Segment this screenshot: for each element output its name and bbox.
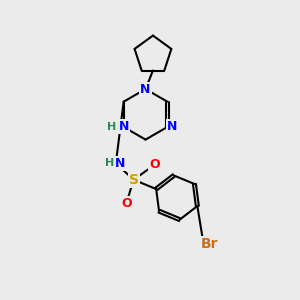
Text: N: N	[140, 82, 151, 96]
Text: H: H	[105, 158, 114, 168]
Text: O: O	[149, 158, 160, 171]
Text: N: N	[167, 121, 177, 134]
Text: N: N	[118, 121, 129, 134]
Text: H: H	[106, 122, 116, 132]
Text: O: O	[121, 197, 131, 210]
Text: Br: Br	[201, 237, 218, 250]
Text: S: S	[129, 173, 139, 187]
Text: N: N	[115, 157, 125, 170]
